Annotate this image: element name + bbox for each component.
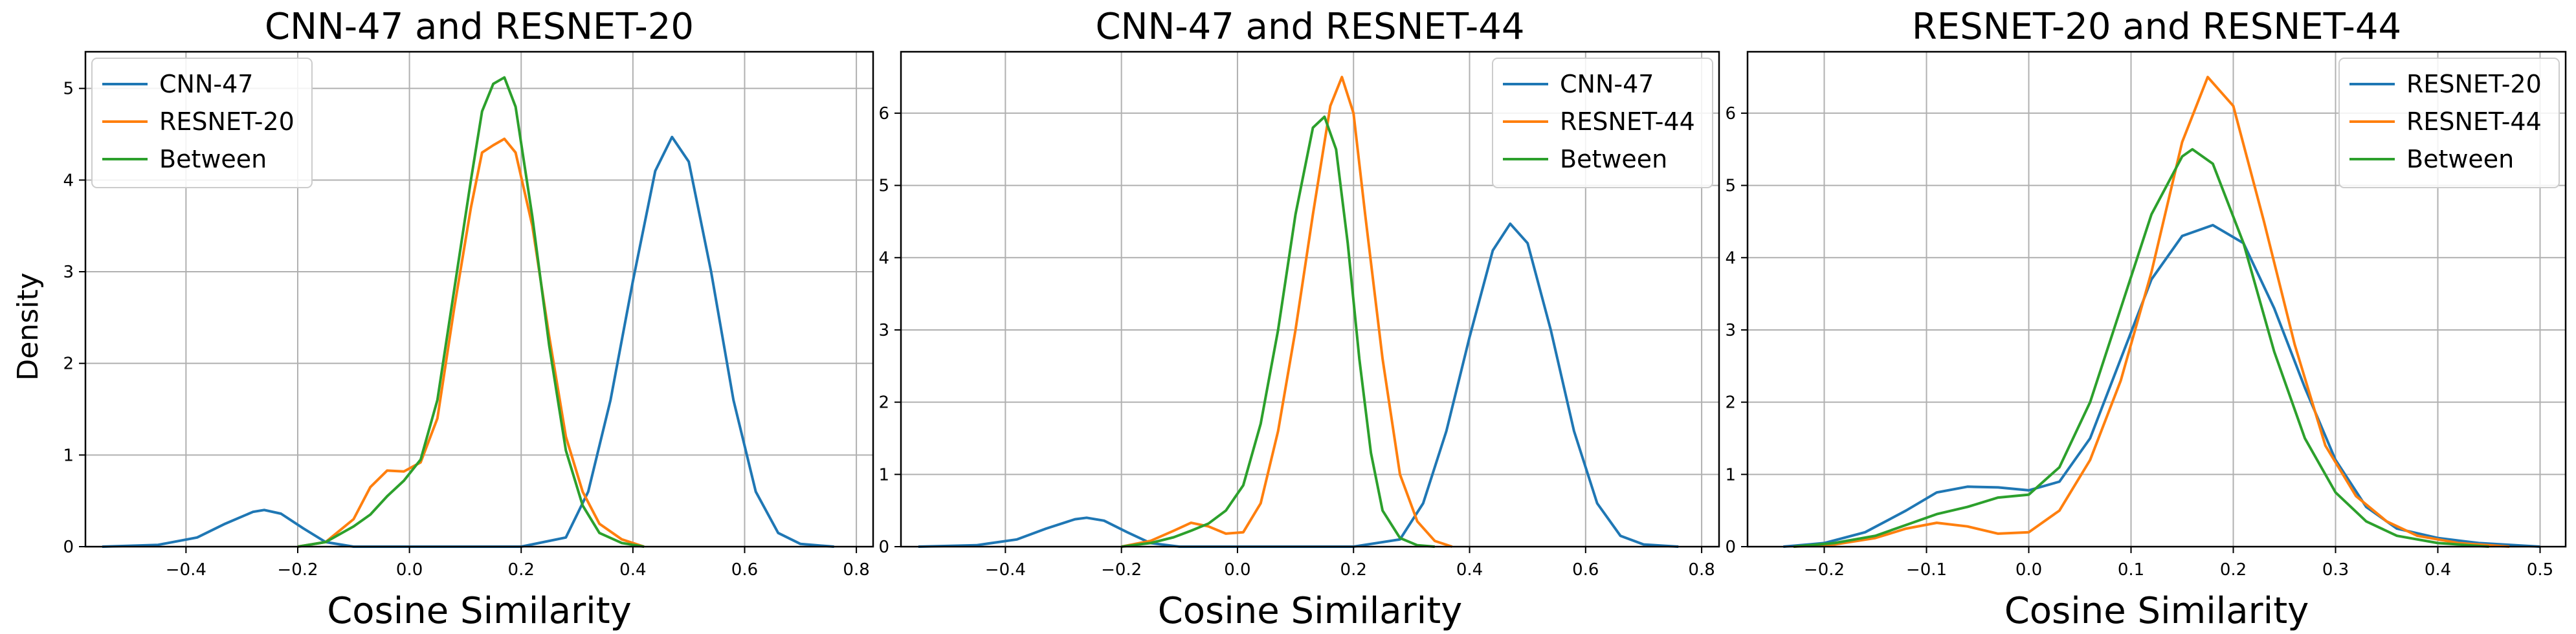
x-axis-label: Cosine Similarity (327, 590, 632, 632)
y-tick-label: 3 (1725, 321, 1736, 340)
y-tick-label: 2 (63, 355, 74, 374)
y-tick-label: 4 (63, 171, 74, 190)
y-tick-label: 4 (1725, 248, 1736, 268)
y-tick-label: 0 (878, 538, 889, 557)
chart-panel-1: −0.4 −0.2 0.0 0.2 0.4 0.6 0.8 0 1 2 3 4 5 CNN-47 and … (63, 6, 874, 632)
legend-box (91, 58, 313, 188)
x-tick-label: −0.2 (277, 560, 318, 580)
series-line-resnet-44 (1121, 76, 1453, 548)
x-tick-label: 0.2 (1340, 560, 1367, 580)
chart-panel-2: −0.4 −0.2 0.0 0.2 0.4 0.6 0.8 0 1 2 3 4 5 6 CNN-47 and… (878, 6, 1720, 632)
x-tick-label: 0.0 (396, 560, 423, 580)
y-tick-label: 0 (1725, 538, 1736, 557)
x-tick-label: 0.0 (2015, 560, 2042, 580)
x-tick-label: 0.5 (2527, 560, 2553, 580)
y-tick-label: 5 (878, 177, 889, 196)
x-tick-label: −0.1 (1906, 560, 1947, 580)
series-line-between (297, 76, 645, 548)
legend: CNN-47 RESNET-44 Between (1492, 58, 1713, 188)
series-line-cnn-47 (918, 222, 1679, 548)
legend-label: CNN-47 (159, 70, 253, 98)
x-tick-label: −0.2 (1804, 560, 1845, 580)
x-tick-label: 0.3 (2322, 560, 2349, 580)
legend-label: Between (1560, 145, 1667, 173)
x-axis-label: Cosine Similarity (2004, 590, 2309, 632)
chart-title: CNN-47 and RESNET-20 (265, 6, 694, 48)
y-tick-label: 6 (1725, 104, 1736, 124)
x-tick-label: 0.2 (508, 560, 535, 580)
legend: RESNET-20 RESNET-44 Between (2338, 58, 2560, 188)
series-line-between (1793, 148, 2489, 548)
legend-label: RESNET-44 (2406, 107, 2542, 136)
legend-box (2338, 58, 2560, 188)
x-tick-label: 0.8 (1688, 560, 1715, 580)
panels: −0.4 −0.2 0.0 0.2 0.4 0.6 0.8 0 1 2 3 4 5 CNN-47 and … (63, 6, 2567, 632)
series-line-resnet-20 (297, 137, 645, 548)
x-tick-label: 0.2 (2220, 560, 2247, 580)
x-tick-label: 0.0 (1224, 560, 1250, 580)
x-tick-label: 0.4 (619, 560, 646, 580)
x-axis-label: Cosine Similarity (1158, 590, 1463, 632)
x-tick-label: 0.8 (843, 560, 869, 580)
legend-label: RESNET-44 (1560, 107, 1695, 136)
x-tick-label: 0.6 (1572, 560, 1599, 580)
legend-label: Between (159, 145, 267, 173)
y-tick-label: 3 (63, 263, 74, 282)
plot-frame (900, 50, 1720, 548)
y-tick-label: 5 (63, 80, 74, 99)
x-tick-label: 0.4 (2425, 560, 2451, 580)
series-line-between (1121, 115, 1435, 548)
chart-panel-3: −0.2 −0.1 0.0 0.1 0.2 0.3 0.4 0.5 0 1 2 3 4 5 6 RESNET-… (1725, 6, 2567, 632)
y-tick-label: 1 (878, 465, 889, 485)
legend-label: RESNET-20 (2406, 70, 2542, 98)
y-tick-label: 6 (878, 104, 889, 124)
plot-frame (84, 50, 874, 548)
x-tick-label: 0.4 (1456, 560, 1483, 580)
legend: CNN-47 RESNET-20 Between (91, 58, 313, 188)
legend-label: Between (2406, 145, 2514, 173)
x-tick-label: −0.4 (985, 560, 1026, 580)
y-axis-label: Density (12, 272, 45, 380)
x-tick-label: −0.4 (166, 560, 206, 580)
y-tick-label: 1 (1725, 465, 1736, 485)
y-tick-label: 4 (878, 248, 889, 268)
chart-title: RESNET-20 and RESNET-44 (1912, 6, 2401, 48)
x-tick-label: 0.1 (2118, 560, 2144, 580)
y-tick-label: 1 (63, 446, 74, 465)
y-tick-label: 2 (1725, 393, 1736, 413)
y-tick-label: 5 (1725, 177, 1736, 196)
chart-title: CNN-47 and RESNET-44 (1096, 6, 1525, 48)
series-line-cnn-47 (102, 135, 834, 548)
legend-box (1492, 58, 1713, 188)
y-tick-label: 2 (878, 393, 889, 413)
y-tick-label: 3 (878, 321, 889, 340)
x-tick-label: 0.6 (731, 560, 758, 580)
legend-label: CNN-47 (1560, 70, 1654, 98)
legend-label: RESNET-20 (159, 107, 294, 136)
plot-frame (1746, 50, 2567, 548)
y-tick-label: 0 (63, 538, 74, 557)
x-tick-label: −0.2 (1101, 560, 1142, 580)
series-line-resnet-44 (1793, 76, 2510, 548)
